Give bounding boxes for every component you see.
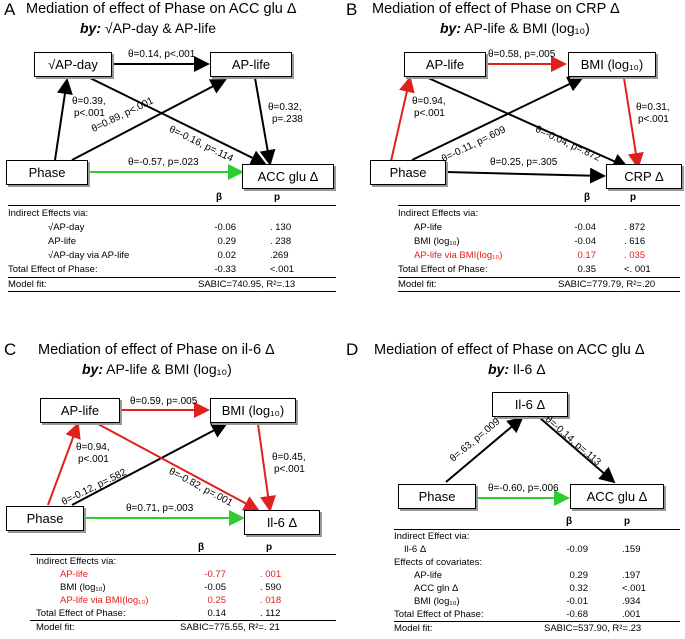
col-header-beta: β — [216, 192, 223, 203]
table-rule — [398, 277, 680, 278]
panel-title: Mediation of effect of Phase on CRP Δ — [372, 1, 620, 17]
edge-label-m2-y-coef: θ=0.45, — [272, 452, 306, 463]
col-header-p: p — [274, 192, 281, 203]
panel-subtitle: by: √AP-day & AP-life — [80, 20, 216, 36]
panel-letter: C — [4, 340, 17, 359]
effects-table: β p Indirect Effects via: √AP-day -0.06. … — [8, 192, 336, 292]
edge-x-m1 — [390, 76, 415, 162]
edge-x-m1 — [54, 78, 73, 161]
edge-m2-y — [623, 77, 644, 169]
node-x: Phase — [6, 506, 84, 531]
edge-m1-y — [89, 77, 267, 166]
edge-label-m2-y-coef: θ=0.31, — [636, 102, 670, 113]
node-m1: √AP-day — [34, 52, 112, 77]
edge-label-x-y: θ=-0.57, p=.023 — [128, 157, 199, 168]
subtitle-text: AP-life & BMI (log₁₀) — [464, 20, 590, 36]
panel-c-arrows — [47, 402, 276, 526]
panel-title: Mediation of effect of Phase on ACC glu … — [26, 1, 297, 17]
node-y: ACC glu Δ — [242, 164, 334, 189]
node-m1: AP-life — [404, 52, 486, 77]
edge-x-m1 — [47, 422, 81, 506]
col-header-beta: β — [198, 542, 205, 553]
node-m2: AP-life — [210, 52, 292, 77]
panel-subtitle: by: Il-6 Δ — [488, 361, 546, 377]
node-m2: BMI (log₁₀) — [210, 398, 296, 423]
panel-letter: D — [346, 340, 359, 359]
node-x: Phase — [370, 160, 446, 185]
node-y: ACC glu Δ — [570, 484, 664, 509]
table-rule — [398, 291, 680, 292]
by-label: by: — [488, 361, 509, 377]
effects-table: β p Indirect Effects via: AP-life -0.77. … — [30, 542, 336, 633]
panel-a: A Mediation of effect of Phase on ACC gl… — [0, 0, 342, 300]
panel-d: D Mediation of effect of Phase on ACC gl… — [342, 330, 685, 635]
panel-letter: B — [346, 0, 358, 19]
panel-title: Mediation of effect of Phase on il-6 Δ — [38, 342, 275, 358]
col-header-beta: β — [566, 516, 573, 527]
edge-x-m1 — [445, 416, 524, 483]
panel-b: B Mediation of effect of Phase on CRP Δ … — [342, 0, 685, 300]
col-header-p: p — [624, 516, 631, 527]
edge-label-m1-m2: θ=0.58, p=.005 — [488, 49, 556, 60]
node-m1: Il-6 Δ — [492, 392, 568, 417]
subtitle-text: AP-life & BMI (log₁₀) — [106, 361, 232, 377]
edge-label-m1-m2: θ=0.14, p<.001 — [128, 49, 196, 60]
edge-label-m2-y-p: p=.238 — [272, 114, 303, 125]
edge-x-m2 — [71, 423, 228, 506]
panel-a-arrows — [54, 56, 276, 180]
edge-label-x-m1-coef: θ=0.39, — [72, 96, 106, 107]
edge-label-m2-y-p: p<.001 — [274, 464, 305, 475]
by-label: by: — [440, 20, 461, 36]
table-rule — [394, 529, 680, 530]
table-rule — [398, 205, 680, 206]
edge-x-m2 — [411, 76, 584, 161]
edge-label-x-m1-coef: θ=0.94, — [76, 442, 110, 453]
edge-label-x-m1-p: p<.001 — [74, 108, 105, 119]
edge-label-x-y: θ=0.25, p=.305 — [490, 157, 558, 168]
effects-table: β p Indirect Effects via: AP-life -0.04. … — [398, 192, 680, 292]
effects-table: β p Indirect Effect via: Il-6 Δ -0.09.159… — [394, 516, 680, 634]
node-y: Il-6 Δ — [244, 510, 320, 535]
edge-m1-y — [97, 423, 260, 511]
col-header-beta: β — [584, 192, 591, 203]
table-rule — [8, 205, 336, 206]
edge-label-x-y: θ=0.71, p=.003 — [126, 503, 194, 514]
edge-m2-y — [257, 423, 276, 512]
panel-letter: A — [4, 0, 16, 19]
edge-label-m1-m2: θ=0.59, p=.005 — [130, 396, 198, 407]
edge-label-m2-y-p: p<.001 — [638, 114, 669, 125]
edge-label-m2-y-coef: θ=0.32, — [268, 102, 302, 113]
panel-title: Mediation of effect of Phase on ACC glu … — [374, 342, 645, 358]
edge-x-y — [445, 167, 606, 184]
panel-c: C Mediation of effect of Phase on il-6 Δ… — [0, 330, 342, 635]
node-y: CRP Δ — [606, 164, 682, 189]
panel-d-arrows — [445, 416, 616, 506]
subtitle-text: Il-6 Δ — [512, 361, 546, 377]
by-label: by: — [82, 361, 103, 377]
col-header-p: p — [266, 542, 273, 553]
table-rule — [30, 554, 336, 555]
subtitle-text: √AP-day & AP-life — [104, 20, 217, 36]
table-rule — [30, 620, 336, 621]
panel-subtitle: by: AP-life & BMI (log₁₀) — [82, 361, 232, 377]
edge-label-x-y: θ=-0.60, p=.006 — [488, 483, 559, 494]
node-x: Phase — [398, 484, 476, 509]
node-x: Phase — [6, 160, 88, 185]
table-rule — [8, 277, 336, 278]
edge-label-x-m1-coef: θ=0.94, — [412, 96, 446, 107]
table-rule — [8, 291, 336, 292]
edge-x-m2 — [71, 79, 227, 161]
table-rule — [394, 621, 680, 622]
node-m1: AP-life — [40, 398, 120, 423]
panel-subtitle: by: AP-life & BMI (log₁₀) — [440, 20, 590, 36]
edge-m1-y — [425, 76, 629, 169]
col-header-p: p — [630, 192, 637, 203]
edge-m1-y — [539, 417, 616, 484]
edge-m2-y — [254, 77, 276, 166]
node-m2: BMI (log₁₀) — [568, 52, 656, 77]
edge-label-x-m1-p: p<.001 — [414, 108, 445, 119]
by-label: by: — [80, 20, 101, 36]
edge-label-x-m1-p: p<.001 — [78, 454, 109, 465]
